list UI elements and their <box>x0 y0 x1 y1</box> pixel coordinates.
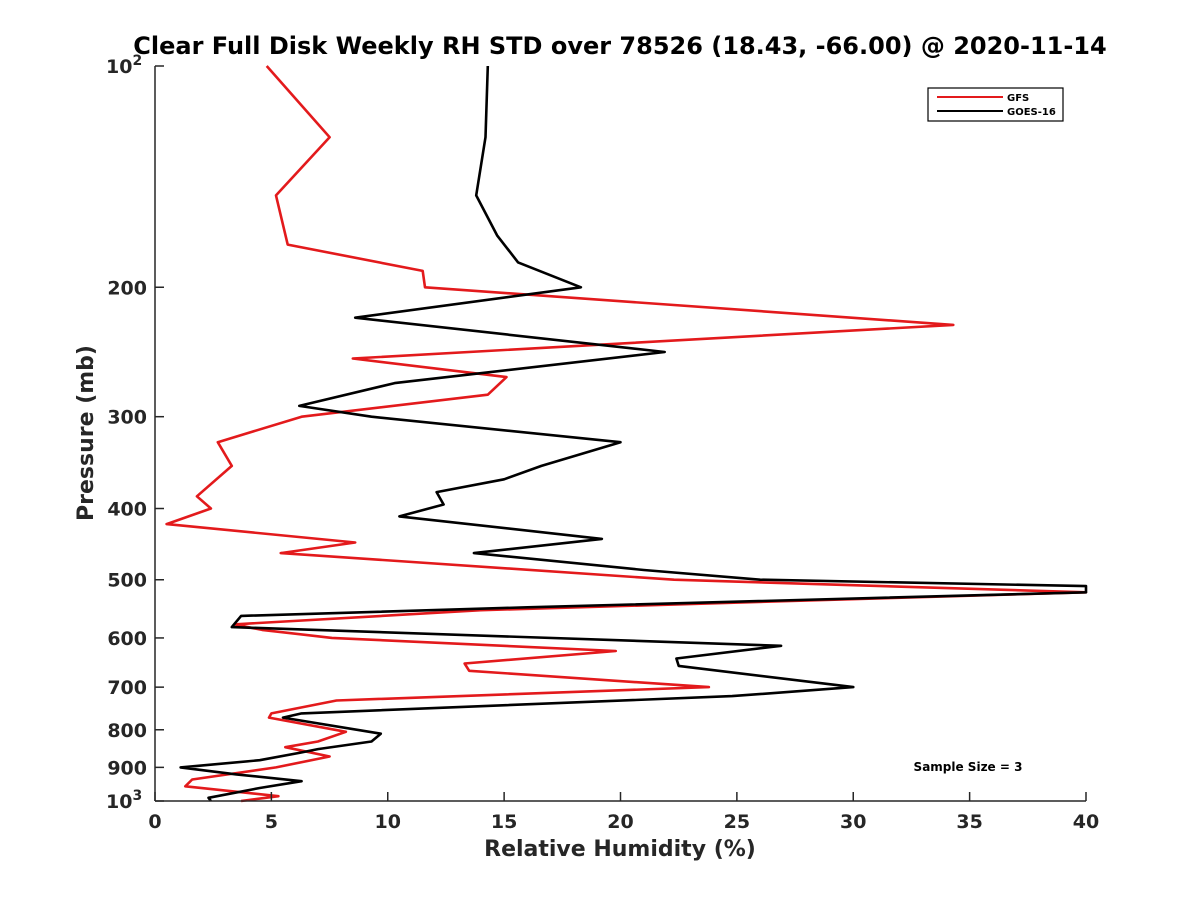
series-layer <box>165 65 1088 803</box>
y-tick-label: 300 <box>107 407 147 429</box>
x-tick-label: 0 <box>148 811 161 833</box>
series-line-goes-16 <box>179 65 1088 802</box>
y-tick-label: 102 <box>106 53 142 78</box>
y-axis-label: Pressure (mb) <box>74 345 99 521</box>
x-tick-label: 35 <box>956 811 982 833</box>
y-tick-label: 800 <box>107 720 147 742</box>
legend-label-gfs: GFS <box>1007 93 1029 104</box>
legend: GFS GOES-16 <box>927 87 1064 122</box>
y-tick-label: 900 <box>107 757 147 779</box>
x-ticks: 0 5 10 15 20 25 30 35 40 <box>148 792 1099 833</box>
legend-box <box>927 87 1064 122</box>
y-tick-label: 600 <box>107 628 147 650</box>
x-tick-label: 25 <box>724 811 750 833</box>
x-tick-label: 30 <box>840 811 866 833</box>
x-tick-label: 20 <box>607 811 633 833</box>
y-tick-label: 500 <box>107 570 147 592</box>
x-tick-label: 10 <box>375 811 401 833</box>
chart-title: Clear Full Disk Weekly RH STD over 78526… <box>133 32 1106 60</box>
legend-label-goes16: GOES-16 <box>1007 107 1056 118</box>
x-tick-label: 40 <box>1073 811 1099 833</box>
y-tick-label: 200 <box>107 277 147 299</box>
sample-size-annotation: Sample Size = 3 <box>914 760 1023 774</box>
y-tick-label: 700 <box>107 677 147 699</box>
y-tick-label: 400 <box>107 499 147 521</box>
y-tick-label: 103 <box>106 788 142 813</box>
x-tick-label: 5 <box>265 811 278 833</box>
x-axis-label: Relative Humidity (%) <box>484 837 756 862</box>
x-tick-label: 15 <box>491 811 517 833</box>
series-line-gfs <box>165 65 1088 803</box>
y-ticks: 102 200 300 400 500 600 700 800 900 103 <box>106 53 164 813</box>
